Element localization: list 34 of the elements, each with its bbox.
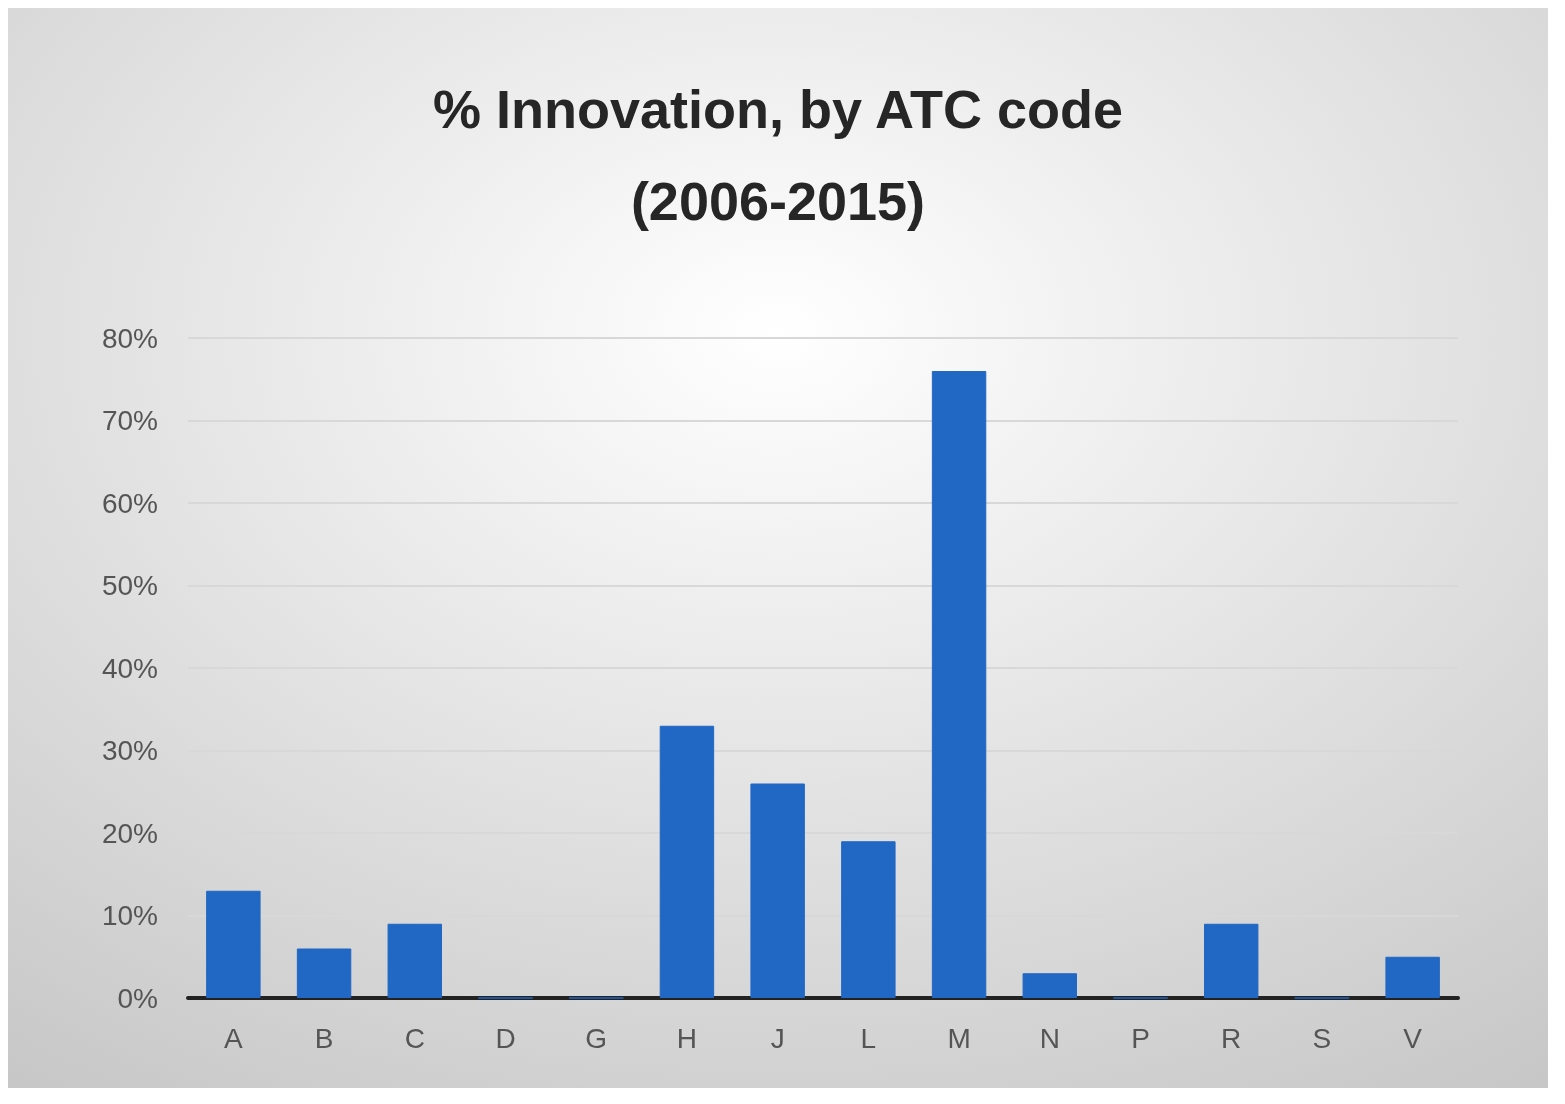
x-tick-label: M bbox=[947, 1022, 971, 1054]
x-tick-label: J bbox=[770, 1022, 785, 1054]
bar bbox=[931, 371, 987, 998]
x-tick-label: B bbox=[314, 1022, 334, 1054]
bar bbox=[1204, 923, 1259, 998]
y-tick-label: 40% bbox=[101, 652, 158, 684]
x-tick-label: P bbox=[1131, 1022, 1150, 1054]
x-tick-label: V bbox=[1403, 1022, 1423, 1054]
bar bbox=[1385, 956, 1440, 998]
x-tick-label: H bbox=[676, 1022, 698, 1054]
x-tick-label: A bbox=[224, 1022, 244, 1054]
bar bbox=[750, 783, 805, 998]
x-tick-label: N bbox=[1039, 1022, 1060, 1054]
y-tick-label: 10% bbox=[101, 900, 158, 931]
y-tick-label: 0% bbox=[117, 982, 158, 1014]
x-tick-label: D bbox=[495, 1022, 516, 1054]
x-tick-label: S bbox=[1312, 1022, 1332, 1054]
y-tick-label: 20% bbox=[101, 817, 158, 849]
y-tick-label: 80% bbox=[101, 322, 158, 354]
bar bbox=[206, 890, 261, 998]
x-tick-label: G bbox=[585, 1022, 608, 1054]
y-tick-label: 30% bbox=[101, 735, 158, 766]
bar bbox=[1022, 973, 1077, 998]
bar bbox=[841, 841, 896, 998]
bar bbox=[387, 923, 442, 998]
bar bbox=[659, 725, 715, 998]
chart-title: % Innovation, by ATC code (2006-2015) bbox=[432, 79, 1124, 231]
x-tick-label: R bbox=[1221, 1022, 1242, 1054]
bar bbox=[296, 948, 352, 998]
y-tick-label: 70% bbox=[101, 405, 158, 436]
y-tick-label: 60% bbox=[101, 487, 158, 519]
y-tick-label: 50% bbox=[101, 570, 158, 601]
x-tick-label: L bbox=[860, 1022, 877, 1054]
x-tick-label: C bbox=[404, 1022, 425, 1054]
